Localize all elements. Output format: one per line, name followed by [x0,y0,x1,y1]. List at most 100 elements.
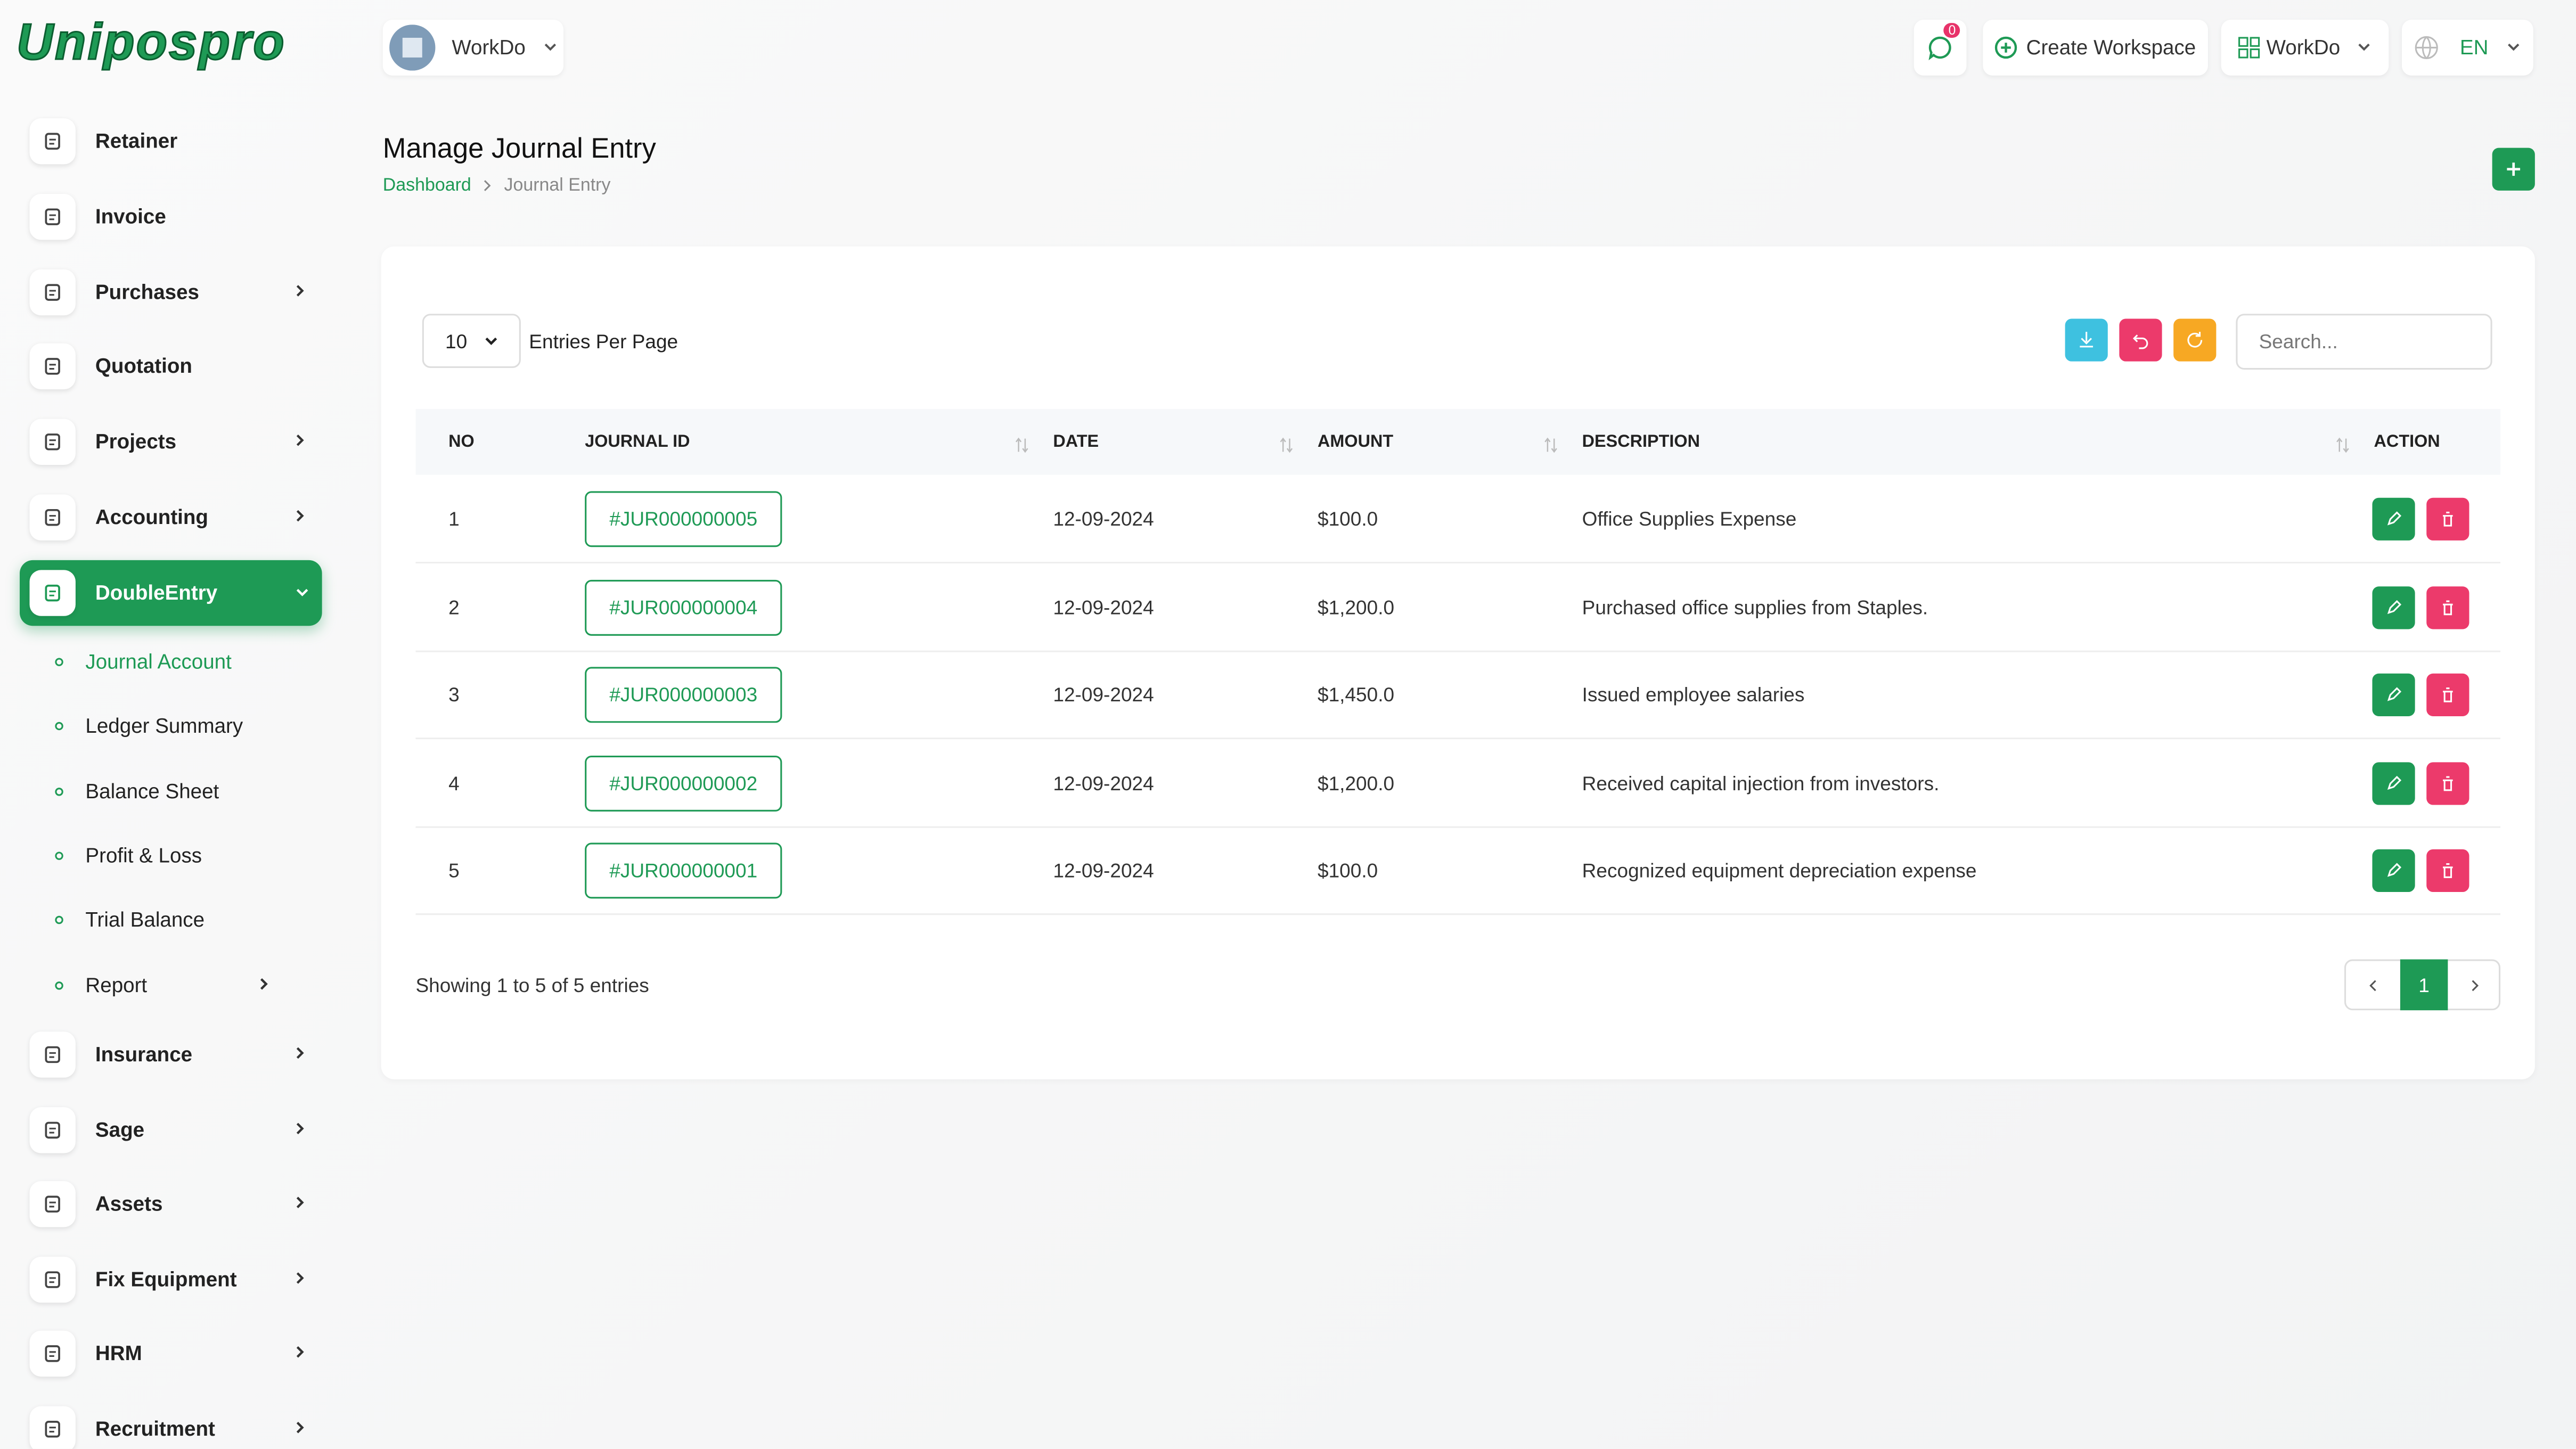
trash-icon [2443,864,2453,879]
submenu-item[interactable]: Trial Balance [53,904,205,937]
language-label: EN [2459,36,2489,60]
search-input[interactable]: Search... [2236,314,2492,370]
search-placeholder: Search... [2259,330,2338,354]
journal-id: #JUR000000003 [609,683,758,707]
nav-item[interactable]: Accounting [20,485,322,550]
delete-button[interactable] [2426,497,2469,541]
workspace-switcher[interactable]: WorkDo [382,20,564,76]
language-menu[interactable]: EN [2401,20,2533,76]
chevron [296,510,304,522]
nav-label: DoubleEntry [95,582,218,605]
table-cell: $1,200.0 [1318,772,1395,795]
next-page[interactable] [2466,977,2482,994]
nav-item[interactable]: Purchases [20,259,322,324]
breadcrumb-current: Journal Entry [504,176,611,196]
journal-id-button[interactable]: #JUR000000004 [585,579,782,635]
breadcrumb: Dashboard Journal Entry [383,176,611,195]
create-workspace-button[interactable]: Create Workspace [1983,20,2208,76]
menu-icon [45,133,60,150]
edit-button[interactable] [2372,762,2415,805]
chevron [296,1272,304,1284]
submenu-item[interactable]: Report [53,968,272,1001]
page-title: Manage Journal Entry [382,133,656,165]
nav-item[interactable]: Sage [20,1096,322,1162]
submenu-dot [55,722,63,731]
sort-icon[interactable] [1278,432,1295,462]
entries-select[interactable]: 10 [422,314,521,368]
page-button[interactable]: 1 [2400,959,2448,1011]
nav-item[interactable]: Fix Equipment [20,1247,322,1312]
delete-button[interactable] [2426,762,2469,805]
reload-button[interactable] [2173,318,2217,362]
trash-icon [2443,687,2453,703]
submenu-item[interactable]: Journal Account [53,645,232,678]
submenu-item[interactable]: Profit & Loss [53,839,202,872]
nav-label: Accounting [95,506,208,529]
journal-id: #JUR000000005 [609,507,758,531]
edit-button[interactable] [2372,674,2415,717]
nav-item[interactable]: Retainer [20,109,322,174]
undo-icon [2132,334,2148,349]
nav-icon [29,1256,76,1303]
journal-id-button[interactable]: #JUR000000005 [585,491,782,547]
edit-button[interactable] [2372,497,2415,541]
plus-icon [2507,162,2521,176]
nav-label: Projects [95,430,177,454]
menu-icon [45,283,60,300]
journal-id-button[interactable]: #JUR000000002 [585,755,782,812]
edit-button[interactable] [2372,850,2415,893]
menu-icon [45,358,60,375]
menu-icon [45,1196,60,1213]
delete-button[interactable] [2426,586,2469,629]
table-cell: 3 [448,683,460,707]
edit-button[interactable] [2372,586,2415,629]
menu-icon [45,1121,60,1138]
menu-icon [45,433,60,451]
sort-icon[interactable] [1013,432,1030,462]
journal-id: #JUR000000004 [609,595,758,619]
sort-icon[interactable] [1543,432,1559,462]
nav-item[interactable]: Projects [20,410,322,475]
journal-id-button[interactable]: #JUR000000001 [585,843,782,899]
breadcrumb-link[interactable]: Dashboard [382,176,471,196]
submenu-arrow [256,973,272,996]
sort-icon[interactable] [2335,432,2351,462]
journal-id-button[interactable]: #JUR000000003 [585,667,782,723]
submenu-label: Report [85,973,148,996]
prev-page[interactable] [2366,977,2382,994]
submenu-label: Profit & Loss [85,844,202,867]
export-button[interactable] [2065,318,2108,362]
workspace-menu[interactable]: WorkDo [2221,20,2389,76]
table-cell: 12-09-2024 [1053,683,1154,707]
add-button[interactable] [2492,148,2535,191]
entries-value: 10 [445,329,468,353]
chevron [296,1197,304,1209]
nav-icon [29,1032,76,1078]
menu-icon [45,509,60,526]
table-cell: Office Supplies Expense [1582,507,1797,531]
chevron [296,1122,304,1134]
table-cell: 2 [448,595,460,619]
nav-item[interactable]: HRM [20,1321,322,1387]
nav-item[interactable]: Insurance [20,1022,322,1087]
nav-item[interactable]: Invoice [20,184,322,249]
chevron [259,977,267,989]
nav-arrow [292,1418,309,1440]
messages-button[interactable]: 0 [1913,20,1967,76]
submenu-item[interactable]: Balance Sheet [53,775,219,808]
nav-item[interactable]: Quotation [20,334,322,399]
submenu-item[interactable]: Ledger Summary [53,710,243,743]
reset-button[interactable] [2119,318,2162,362]
chevron [296,588,308,596]
table-cell: 1 [448,507,460,531]
nav-item[interactable]: DoubleEntry [20,560,322,626]
nav-item[interactable]: Assets [20,1172,322,1237]
table-header [415,409,2501,475]
delete-button[interactable] [2426,850,2469,893]
delete-button[interactable] [2426,674,2469,717]
chevron [296,284,304,296]
nav-label: Assets [95,1193,163,1216]
nav-item[interactable]: Recruitment [20,1396,322,1449]
